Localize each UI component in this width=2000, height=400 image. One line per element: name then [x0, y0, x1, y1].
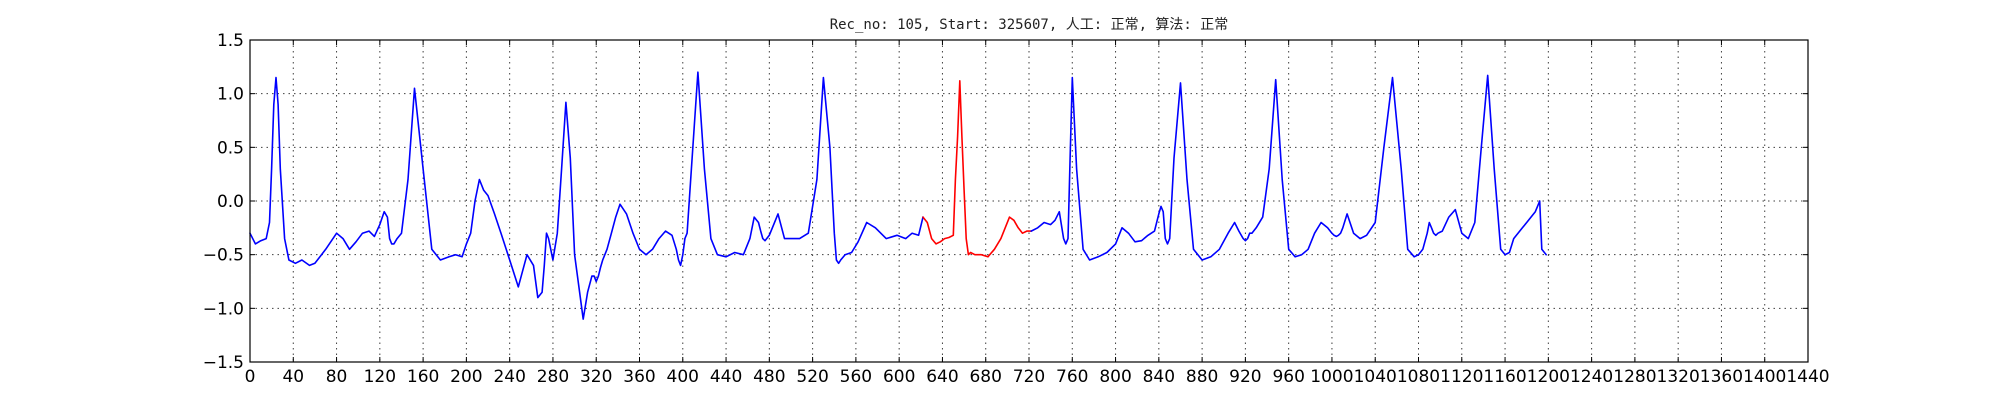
- x-tick-label: 280: [537, 367, 569, 387]
- x-tick-label: 480: [753, 367, 785, 387]
- x-tick-label: 440: [710, 367, 742, 387]
- x-tick-label: 960: [1272, 367, 1304, 387]
- x-tick-label: 0: [245, 367, 256, 387]
- x-tick-label: 880: [1186, 367, 1218, 387]
- ecg-line: [1030, 74, 1547, 261]
- x-tick-label: 1120: [1440, 367, 1483, 387]
- y-tick-label: −1.0: [203, 299, 244, 319]
- x-tick-label: 1360: [1700, 367, 1743, 387]
- x-tick-label: 360: [623, 367, 655, 387]
- x-tick-label: 840: [1143, 367, 1175, 387]
- x-tick-label: 520: [796, 367, 828, 387]
- x-tick-label: 1080: [1397, 367, 1440, 387]
- x-tick-label: 680: [969, 367, 1001, 387]
- x-tick-label: 1280: [1613, 367, 1656, 387]
- x-tick-label: 400: [667, 367, 699, 387]
- y-tick-label: 0.5: [217, 138, 244, 158]
- x-tick-label: 320: [580, 367, 612, 387]
- x-tick-label: 1400: [1743, 367, 1786, 387]
- x-tick-label: 1160: [1483, 367, 1526, 387]
- x-tick-label: 1440: [1786, 367, 1829, 387]
- x-tick-label: 720: [1013, 367, 1045, 387]
- y-tick-label: 1.0: [217, 85, 244, 105]
- x-tick-label: 640: [926, 367, 958, 387]
- ecg-line-highlight: [922, 80, 1032, 258]
- series-group: [249, 71, 1547, 320]
- x-tick-label: 1320: [1657, 367, 1700, 387]
- y-tick-label: −0.5: [203, 246, 244, 266]
- x-tick-label: 1240: [1570, 367, 1613, 387]
- x-tick-label: 200: [450, 367, 482, 387]
- x-tick-label: 40: [282, 367, 304, 387]
- x-tick-label: 800: [1099, 367, 1131, 387]
- x-tick-label: 560: [840, 367, 872, 387]
- x-tick-label: 240: [493, 367, 525, 387]
- y-tick-label: −1.5: [203, 353, 244, 373]
- x-tick-label: 120: [364, 367, 396, 387]
- x-tick-label: 160: [407, 367, 439, 387]
- ecg-line: [249, 71, 924, 320]
- axis-ticks: 0 40 80 120 160 200 240 280 320 360 400 440 480 520 56…: [203, 31, 1830, 387]
- y-tick-label: 0.0: [217, 192, 244, 212]
- x-tick-label: 920: [1229, 367, 1261, 387]
- x-tick-label: 1040: [1354, 367, 1397, 387]
- y-tick-label: 1.5: [217, 31, 244, 51]
- x-tick-label: 1200: [1527, 367, 1570, 387]
- x-tick-label: 80: [326, 367, 348, 387]
- x-tick-label: 760: [1056, 367, 1088, 387]
- x-tick-label: 1000: [1310, 367, 1353, 387]
- x-tick-label: 600: [883, 367, 915, 387]
- chart-title: Rec_no: 105, Start: 325607, 人工: 正常, 算法: …: [830, 17, 1229, 33]
